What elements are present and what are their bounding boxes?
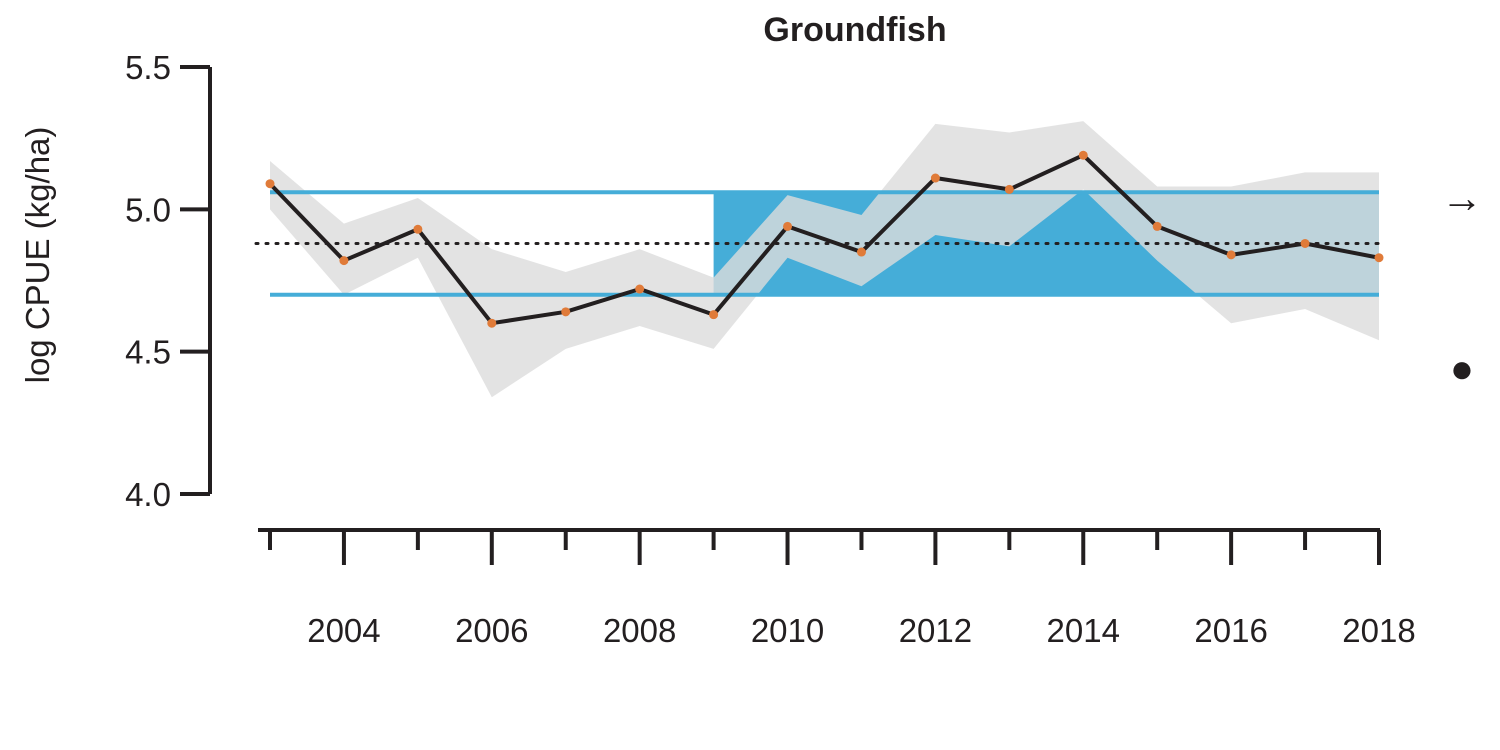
y-tick-label: 5.5 (125, 49, 171, 86)
plot-area (254, 121, 1384, 398)
chart-title: Groundfish (763, 11, 946, 49)
y-axis-title: log CPUE (kg/ha) (19, 127, 56, 384)
y-tick-label: 5.0 (125, 191, 171, 228)
status-dot-icon: ● (1450, 347, 1474, 391)
data-point (265, 179, 275, 189)
data-point (1300, 238, 1310, 248)
data-point (856, 247, 866, 257)
data-point (635, 284, 645, 294)
y-axis: 4.0 4.5 5.0 5.5 (125, 49, 210, 513)
confidence-interval-band (270, 121, 1379, 398)
y-tick-label: 4.0 (125, 476, 171, 513)
x-tick-label: 2006 (455, 612, 528, 649)
x-tick-label: 2008 (603, 612, 676, 649)
x-tick-label: 2016 (1194, 612, 1267, 649)
data-point (1004, 184, 1014, 194)
x-tick-label: 2014 (1047, 612, 1120, 649)
data-point (339, 256, 349, 266)
x-tick-label: 2010 (751, 612, 824, 649)
y-tick-label: 4.5 (125, 334, 171, 371)
data-point (1078, 150, 1088, 160)
x-tick-label: 2012 (899, 612, 972, 649)
series-line (268, 153, 1380, 326)
data-point (783, 221, 793, 231)
x-tick-label: 2018 (1342, 612, 1415, 649)
data-point (709, 310, 719, 320)
data-point (561, 307, 571, 317)
data-point (413, 224, 423, 234)
data-point (930, 173, 940, 183)
data-point (1152, 221, 1162, 231)
x-tick-label: 2004 (307, 612, 380, 649)
trend-arrow-icon: → (1441, 174, 1483, 221)
data-point (487, 318, 497, 328)
data-point (1374, 253, 1384, 263)
data-point (1226, 250, 1236, 260)
x-axis: 2004 2006 2008 2010 2012 2014 2016 2018 (268, 530, 1416, 649)
